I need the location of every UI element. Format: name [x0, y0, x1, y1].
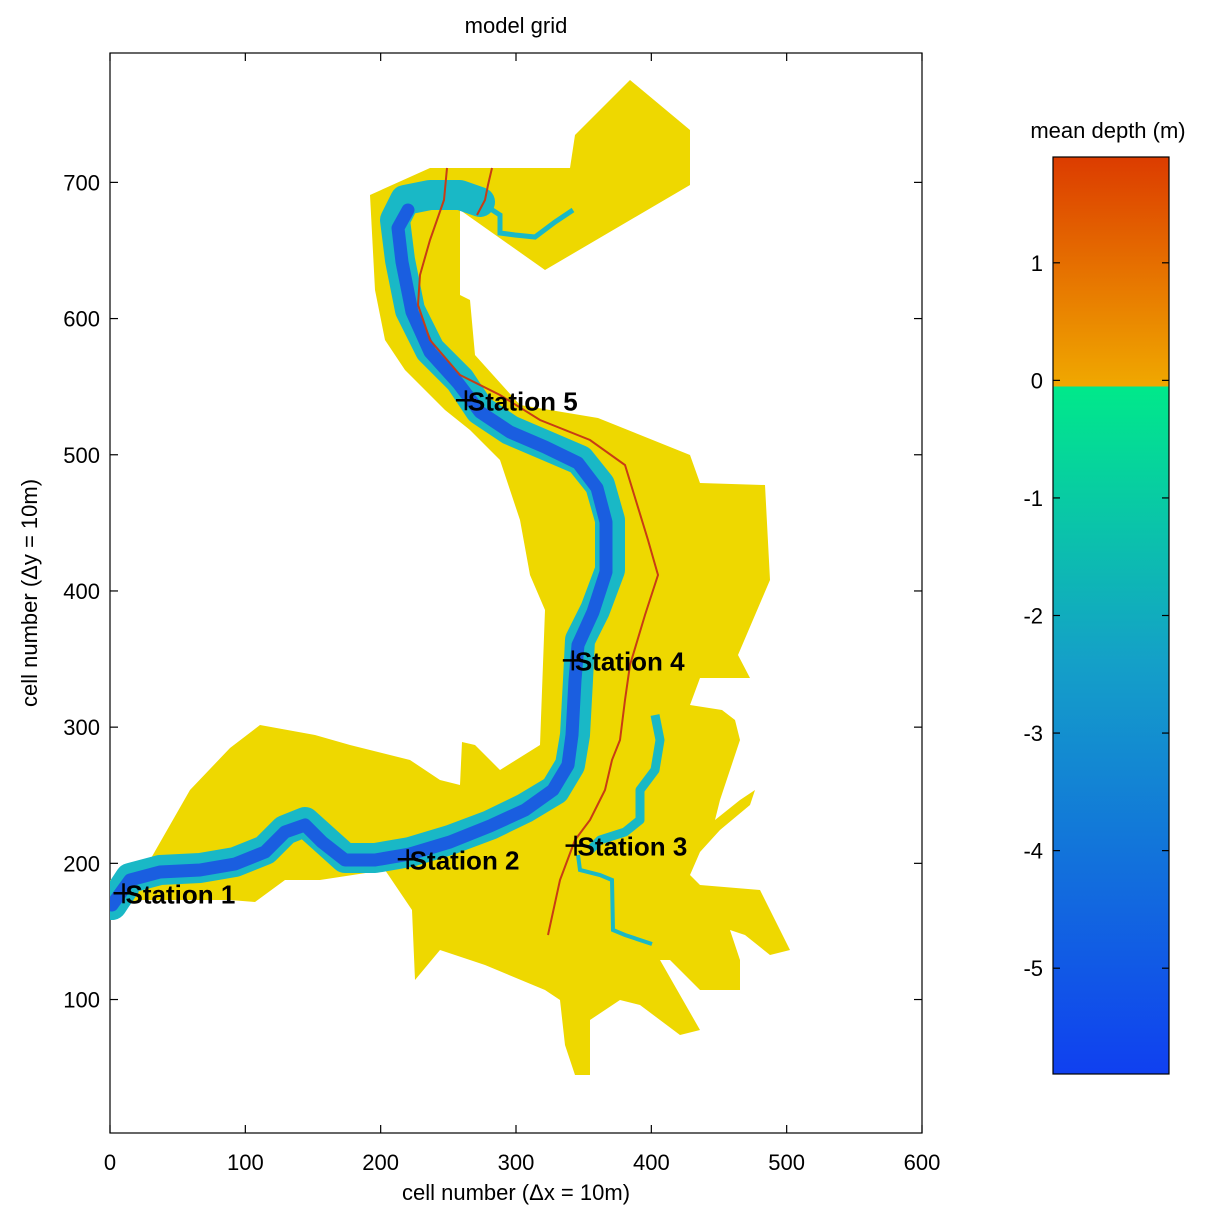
colorbar	[1052, 156, 1170, 1075]
colorbar-tick-label: -2	[1023, 604, 1043, 629]
axis-ticks	[109, 53, 923, 1133]
colorbar-tick-label: -5	[1023, 956, 1043, 981]
x-tick-label: 500	[768, 1150, 805, 1175]
station-label: Station 5	[468, 386, 578, 416]
red-line-east	[416, 167, 660, 936]
station-marker: Station 2	[397, 845, 520, 875]
red-line-north	[476, 167, 493, 216]
colorbar-tick-label: 1	[1031, 251, 1043, 276]
x-tick-label: 0	[104, 1150, 116, 1175]
x-tick-label: 400	[633, 1150, 670, 1175]
x-tick-label: 600	[904, 1150, 941, 1175]
x-tick-label: 100	[227, 1150, 264, 1175]
station-label: Station 3	[578, 832, 688, 862]
shoal-branch-south	[576, 854, 653, 946]
colorbar-tick-label: -3	[1023, 721, 1043, 746]
station-marker: Station 4	[562, 646, 685, 676]
y-tick-labels: 100 200 300 400 500 600 700	[63, 170, 100, 1012]
colorbar-tick-label: -4	[1023, 839, 1043, 864]
chart-title: model grid	[465, 13, 568, 38]
station-label: Station 2	[410, 845, 520, 875]
y-tick-label: 300	[63, 715, 100, 740]
x-axis-label: cell number (Δx = 10m)	[402, 1180, 630, 1205]
x-tick-label: 200	[362, 1150, 399, 1175]
colorbar-tick-label: -1	[1023, 486, 1043, 511]
x-tick-labels: 0 100 200 300 400 500 600	[104, 1150, 940, 1175]
y-tick-label: 100	[63, 988, 100, 1013]
station-label: Station 1	[126, 879, 236, 909]
station-marker: Station 3	[565, 832, 688, 862]
deep-channel	[110, 203, 613, 912]
station-marker: Station 5	[455, 386, 578, 416]
colorbar-label: mean depth (m)	[1030, 118, 1185, 143]
stations-layer: Station 1 Station 2 Station 3 Station 4 Stat…	[113, 386, 688, 909]
x-tick-label: 300	[498, 1150, 535, 1175]
y-axis-label: cell number (Δy = 10m)	[17, 479, 42, 707]
station-marker: Station 1	[113, 879, 236, 909]
y-tick-label: 700	[63, 170, 100, 195]
shoal-branch-east	[586, 714, 665, 854]
y-tick-label: 500	[63, 443, 100, 468]
y-tick-label: 400	[63, 579, 100, 604]
shoal-branch-north	[478, 199, 575, 240]
y-tick-label: 200	[63, 851, 100, 876]
y-tick-label: 600	[63, 307, 100, 332]
colorbar-tick-label: 0	[1031, 368, 1043, 393]
map-layer	[110, 80, 790, 1075]
colorbar-ticks: 1 0 -1 -2 -3 -4 -5	[1023, 251, 1169, 981]
station-label: Station 4	[575, 646, 685, 676]
